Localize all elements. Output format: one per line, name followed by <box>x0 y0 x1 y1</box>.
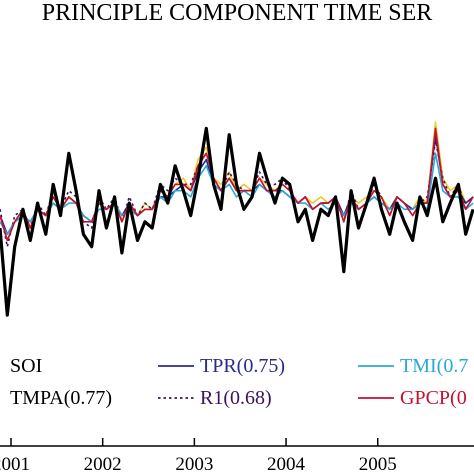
legend-label: TMPA(0.77) <box>10 387 112 409</box>
legend-label: R1(0.68) <box>200 387 272 409</box>
legend-label: GPCP(0 <box>400 387 467 409</box>
x-tick-label: 2002 <box>84 454 122 474</box>
x-ticks: 2001 2002 2003 2004 2005 <box>0 438 397 474</box>
x-tick-label: 2003 <box>175 454 213 474</box>
x-tick-label: 2001 <box>0 454 30 474</box>
legend-label: TMI(0.7 <box>400 355 468 377</box>
x-tick-label: 2004 <box>267 454 306 474</box>
legend-label: SOI <box>10 355 42 377</box>
x-tick-label: 2005 <box>359 454 397 474</box>
legend: SOI TMPA(0.77) TPR(0.75) R1(0.68) TMI(0.7 GPC… <box>10 355 468 409</box>
plot-area <box>0 121 474 317</box>
chart-title: PRINCIPLE COMPONENT TIME SER <box>42 0 433 26</box>
legend-label: TPR(0.75) <box>200 355 285 377</box>
series-line-soi <box>0 126 474 317</box>
